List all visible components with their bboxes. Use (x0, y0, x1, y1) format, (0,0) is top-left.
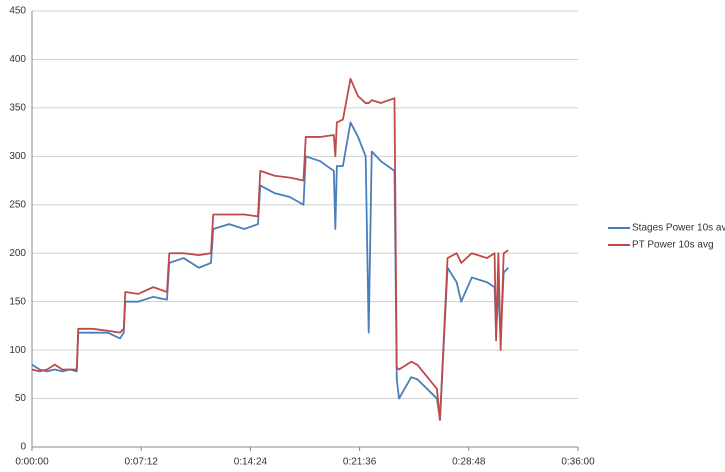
y-tick-label: 150 (9, 296, 26, 307)
y-tick-label: 100 (9, 345, 26, 356)
x-tick-label: 0:28:48 (452, 457, 486, 468)
legend-label: PT Power 10s avg (632, 240, 714, 251)
series-line (31, 121, 509, 421)
y-tick-label: 300 (9, 151, 26, 162)
y-tick-label: 0 (20, 442, 26, 453)
series-line (31, 77, 509, 421)
x-tick-label: 0:14:24 (234, 457, 268, 468)
x-tick-label: 0:07:12 (125, 457, 159, 468)
y-tick-label: 200 (9, 248, 26, 259)
y-tick-label: 250 (9, 199, 26, 210)
legend-label: Stages Power 10s avg (632, 223, 725, 234)
y-tick-label: 450 (9, 6, 26, 17)
x-tick-label: 0:21:36 (343, 457, 377, 468)
x-tick-label: 0:36:00 (561, 457, 595, 468)
y-tick-label: 400 (9, 54, 26, 65)
y-tick-label: 50 (15, 393, 27, 404)
y-tick-label: 350 (9, 103, 26, 114)
x-tick-label: 0:00:00 (15, 457, 49, 468)
